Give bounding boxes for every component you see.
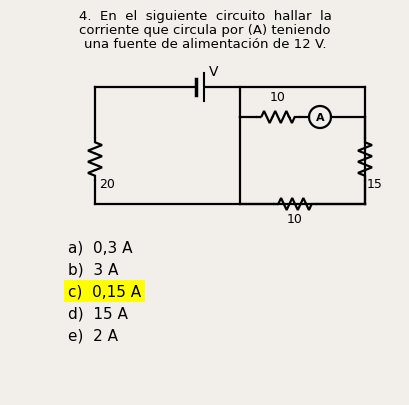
- Text: 10: 10: [286, 213, 302, 226]
- Text: 4.  En  el  siguiente  circuito  hallar  la: 4. En el siguiente circuito hallar la: [79, 10, 330, 23]
- Text: V: V: [209, 65, 218, 79]
- Text: corriente que circula por (A) teniendo: corriente que circula por (A) teniendo: [79, 24, 330, 37]
- Text: 10: 10: [270, 91, 285, 104]
- Text: c)  0,15 A: c) 0,15 A: [68, 284, 141, 299]
- Text: e)  2 A: e) 2 A: [68, 328, 118, 343]
- Text: una fuente de alimentación de 12 V.: una fuente de alimentación de 12 V.: [83, 38, 326, 51]
- Text: 15: 15: [366, 177, 382, 190]
- Text: b)  3 A: b) 3 A: [68, 262, 118, 277]
- Text: 20: 20: [99, 177, 115, 190]
- Text: A: A: [315, 113, 324, 123]
- Text: a)  0,3 A: a) 0,3 A: [68, 240, 132, 255]
- Text: d)  15 A: d) 15 A: [68, 306, 128, 321]
